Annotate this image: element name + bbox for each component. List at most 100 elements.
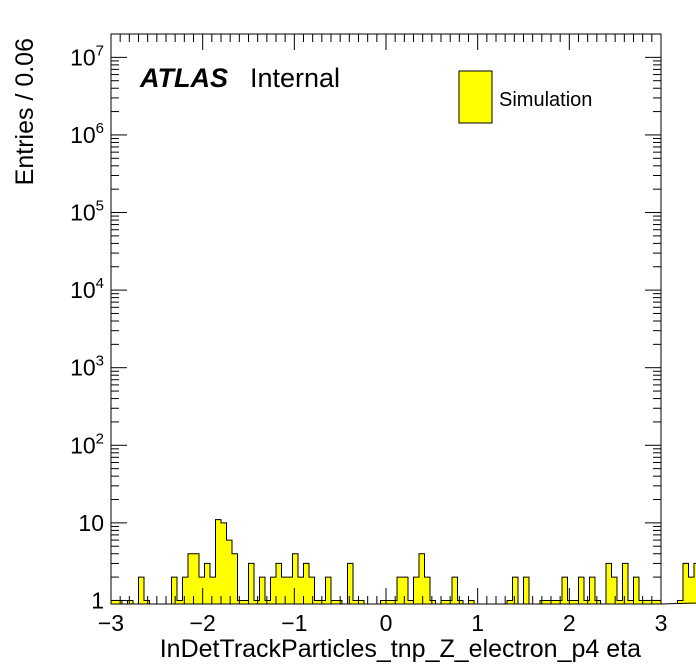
x-tick-label: 1 [471,610,484,636]
histogram-bar [358,600,364,604]
histogram-bar [589,577,595,604]
histogram-bar [512,577,518,604]
histogram-bar [309,577,315,604]
histogram-bar [314,600,320,604]
histogram-bar [215,519,221,604]
histogram-bar [248,563,254,604]
histogram-bar [633,577,639,604]
x-tick-label: 3 [655,610,668,636]
histogram-bar [578,577,584,604]
histogram-bar [303,563,309,604]
histogram-bar [397,577,403,604]
histogram-bar [644,600,650,604]
y-tick-label: 107 [70,42,104,70]
histogram-bar [606,563,612,604]
histogram-bar [270,577,276,604]
histogram-bar [144,600,150,604]
histogram-bar [221,522,227,604]
histogram-bar [611,577,617,604]
histogram-bar [325,577,331,604]
histogram-bar [386,600,392,604]
histogram-bar [292,553,298,604]
histogram-bar [320,600,326,604]
histogram-bar [177,600,183,604]
histogram-bar [276,563,282,604]
histogram-bar [336,600,342,604]
y-tick-label: 104 [70,275,104,303]
histogram-bar [441,600,447,604]
histogram-bar [694,563,696,604]
histogram-bar [353,600,359,604]
histogram-bar [413,577,419,604]
histogram-bar [523,577,529,604]
histogram-bar [199,577,205,604]
y-tick-label: 102 [70,430,104,458]
x-tick-label: −3 [98,610,124,636]
histogram-bar [639,600,645,604]
histogram-bar [540,600,546,604]
internal-label: Internal [250,63,340,93]
histogram-bar [545,600,551,604]
histogram-bar [419,553,425,604]
histogram-bar [254,600,260,604]
histogram-bar [193,553,199,604]
y-tick-label: 106 [70,120,104,148]
histogram-bar [688,577,694,604]
histogram-bar [655,600,661,604]
histogram-bar [265,600,271,604]
histogram-bar [556,600,562,604]
histogram-bar [551,600,557,604]
histogram-bar [281,577,287,604]
histogram-bar [650,600,656,604]
plot-frame [110,33,662,605]
histogram-bar [298,577,304,604]
legend-swatch-simulation [458,70,493,124]
y-tick-label: 105 [70,198,104,226]
histogram-bar [617,600,623,604]
histogram-bar [226,540,232,604]
histogram-bar [468,600,474,604]
histogram-bars [111,519,696,604]
y-tick-label: 103 [70,353,104,381]
histogram-bar [243,600,249,604]
x-tick-label: −2 [190,610,216,636]
histogram-bar [287,577,293,604]
histogram-bar [683,563,689,604]
histogram-bar [380,600,386,604]
histogram-bar [628,600,634,604]
histogram-bar [116,600,122,604]
x-tick-label: 2 [563,610,576,636]
histogram-bar [457,600,463,604]
y-tick-label: 1 [91,587,104,613]
x-tick-labels: −3 −2 −1 0 1 2 3 [98,610,668,636]
y-tick-labels: 1 10 102 103 104 105 106 107 [70,42,104,613]
histogram-bar [127,600,133,604]
histogram-bar [259,577,265,604]
histogram-bar [111,600,117,604]
histogram-bar [584,600,590,604]
histogram-bar [562,577,568,604]
histogram-bar [622,563,628,604]
histogram-bar [677,600,683,604]
histogram-bar [573,600,579,604]
x-tick-label: −1 [281,610,307,636]
histogram-bar [182,577,188,604]
histogram-bar [331,600,337,604]
histogram-bar [204,563,210,604]
histogram-bar [402,577,408,604]
x-tick-label: 0 [380,610,393,636]
axis-ticks [110,33,662,604]
histogram-bar [391,600,397,604]
histogram-bar [567,600,573,604]
histogram-bar [446,600,452,604]
histogram-bar [171,577,177,604]
histogram-bar [237,600,243,604]
histogram-bar [430,600,436,604]
histogram-bar [595,600,601,604]
histogram-bar [347,563,353,604]
histogram-bar [188,553,194,604]
histogram-bar [424,577,430,604]
histogram-bar [210,577,216,604]
y-axis-label: Entries / 0.06 [11,38,39,185]
